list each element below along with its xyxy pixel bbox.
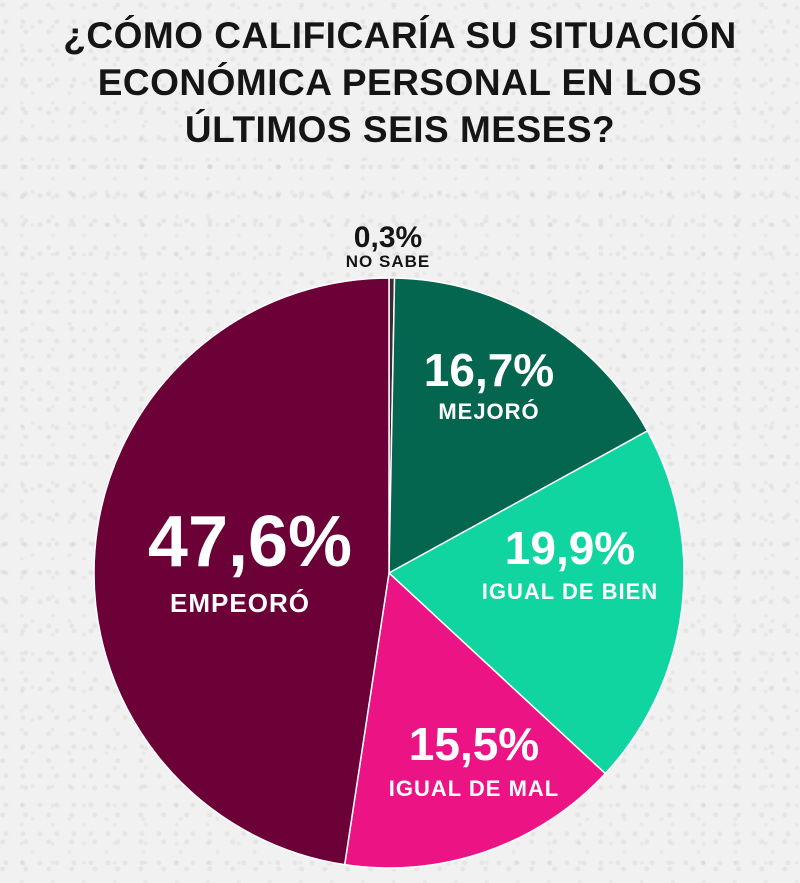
title-line-3: ÚLTIMOS SEIS MESES? — [184, 109, 616, 150]
pie-slice-igual-de-mal — [343, 571, 607, 869]
slice-category-label-igual-de-bien: IGUAL DE BIEN — [482, 579, 658, 604]
slice-category-label-igual-de-mal: IGUAL DE MAL — [389, 776, 559, 801]
title-line-1: ¿CÓMO CALIFICARÍA SU SITUACIÓN — [63, 15, 737, 56]
chart-title: ¿CÓMO CALIFICARÍA SU SITUACIÓN ECONÓMICA… — [0, 12, 800, 153]
slice-category-label-mejoro: MEJORÓ — [438, 399, 539, 424]
title-line-2: ECONÓMICA PERSONAL EN LOS — [97, 62, 703, 103]
slice-value-label-no-sabe: 0,3% — [354, 221, 422, 254]
pie-slice-igual-de-bien — [387, 429, 685, 775]
slice-category-label-empeoro: EMPEORÓ — [170, 588, 310, 618]
slice-value-label-igual-de-bien: 19,9% — [505, 522, 635, 574]
slice-value-label-empeoro: 47,6% — [148, 502, 352, 582]
slice-category-label-no-sabe: NO SABE — [346, 252, 430, 271]
slice-value-label-igual-de-mal: 15,5% — [409, 718, 539, 770]
slice-value-label-mejoro: 16,7% — [424, 344, 554, 396]
pie-slice-mejoro — [388, 277, 649, 575]
pie-slice-empeoro — [93, 277, 390, 866]
